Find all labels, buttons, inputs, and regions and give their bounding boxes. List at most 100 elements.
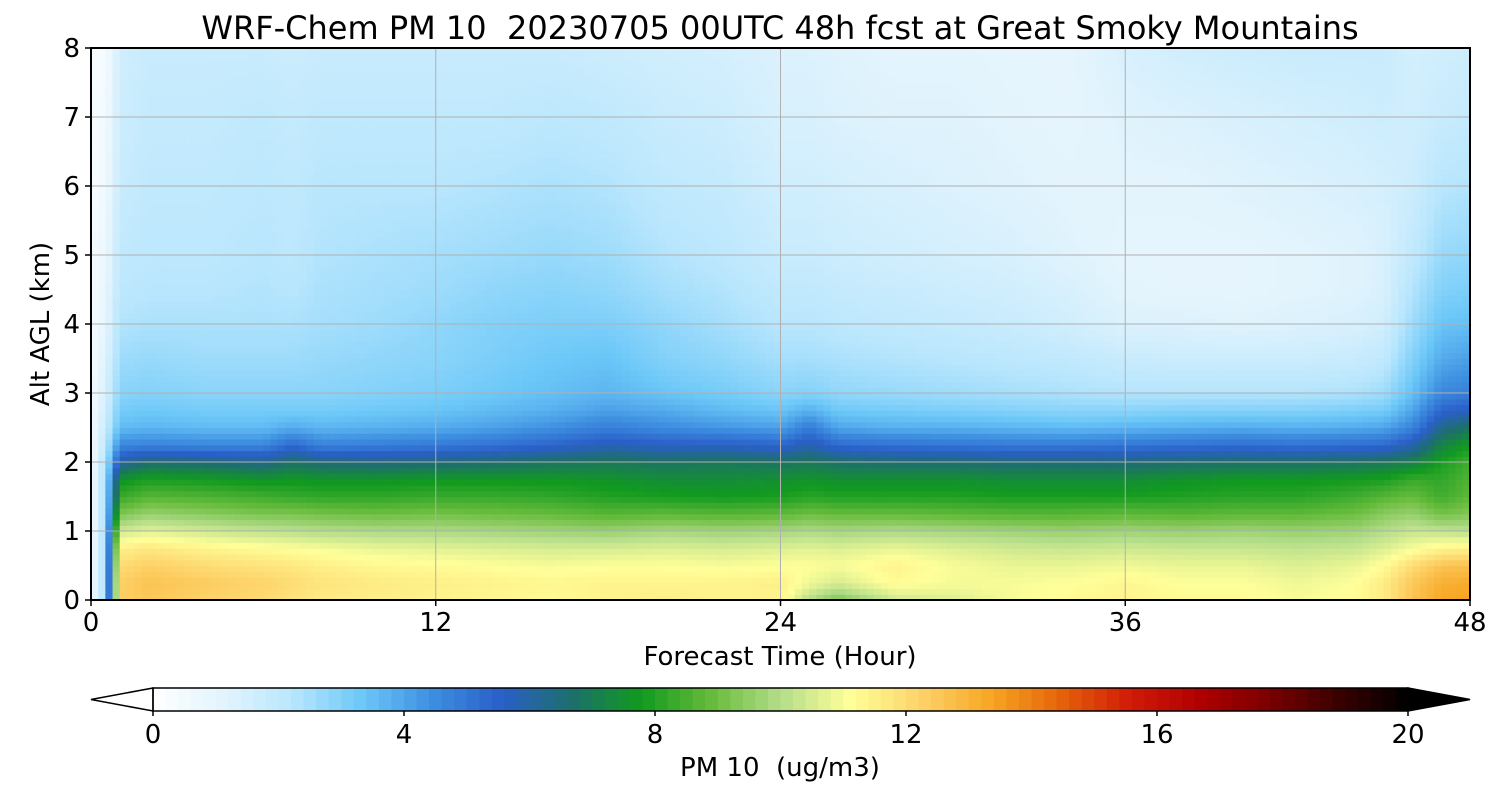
heatmap-cell: [349, 571, 358, 578]
heatmap-cell: [119, 48, 128, 55]
heatmap-cell: [428, 559, 437, 567]
heatmap-cell: [91, 410, 99, 417]
heatmap-cell: [256, 536, 264, 544]
heatmap-cell: [249, 502, 257, 509]
heatmap-cell: [98, 278, 106, 285]
heatmap-cell: [435, 542, 444, 549]
heatmap-cell: [256, 531, 264, 538]
heatmap-cell: [399, 496, 408, 503]
heatmap-cell: [249, 186, 257, 193]
heatmap-cell: [270, 387, 279, 394]
heatmap-cell: [241, 318, 250, 325]
heatmap-cell: [428, 99, 437, 107]
heatmap-cell: [407, 462, 415, 469]
heatmap-cell: [428, 312, 437, 319]
heatmap-cell: [91, 525, 99, 532]
heatmap-cell: [234, 381, 243, 388]
heatmap-cell: [184, 433, 193, 440]
heatmap-cell: [220, 260, 229, 268]
heatmap-cell: [414, 508, 422, 515]
heatmap-cell: [442, 312, 451, 319]
heatmap-cell: [342, 168, 351, 176]
heatmap-cell: [162, 502, 171, 509]
heatmap-cell: [450, 416, 458, 423]
heatmap-cell: [328, 473, 336, 480]
heatmap-cell: [414, 111, 422, 118]
heatmap-cell: [320, 404, 329, 411]
heatmap-cell: [392, 59, 401, 66]
heatmap-cell: [421, 226, 430, 233]
heatmap-cell: [234, 577, 243, 584]
heatmap-cell: [457, 191, 466, 199]
heatmap-cell: [249, 191, 257, 199]
heatmap-cell: [335, 272, 343, 279]
heatmap-cell: [299, 513, 308, 521]
heatmap-cell: [256, 226, 264, 233]
heatmap-cell: [385, 404, 394, 411]
heatmap-cell: [177, 462, 185, 469]
heatmap-cell: [457, 151, 466, 158]
heatmap-cell: [141, 450, 150, 457]
heatmap-cell: [328, 536, 336, 544]
heatmap-cell: [119, 220, 128, 227]
heatmap-cell: [399, 220, 408, 227]
heatmap-cell: [450, 272, 458, 279]
heatmap-cell: [134, 559, 142, 567]
heatmap-cell: [457, 485, 466, 492]
heatmap-cell: [306, 71, 315, 78]
heatmap-cell: [155, 559, 164, 567]
heatmap-cell: [227, 582, 236, 590]
heatmap-cell: [457, 335, 466, 342]
heatmap-cell: [320, 289, 329, 296]
heatmap-cell: [428, 59, 437, 66]
heatmap-cell: [428, 163, 437, 170]
heatmap-cell: [320, 128, 329, 135]
heatmap-cell: [313, 168, 322, 176]
heatmap-cell: [414, 295, 422, 302]
heatmap-cell: [450, 519, 458, 526]
heatmap-cell: [371, 117, 379, 124]
heatmap-cell: [421, 496, 430, 503]
heatmap-cell: [371, 565, 379, 572]
heatmap-cell: [414, 531, 422, 538]
heatmap-cell: [371, 295, 379, 302]
heatmap-cell: [277, 450, 286, 457]
heatmap-cell: [198, 404, 207, 411]
heatmap-cell: [306, 398, 315, 406]
heatmap-cell: [435, 439, 444, 446]
heatmap-cell: [320, 94, 329, 101]
heatmap-cell: [320, 48, 329, 55]
heatmap-cell: [399, 404, 408, 411]
heatmap-cell: [191, 174, 200, 181]
heatmap-cell: [227, 559, 236, 567]
heatmap-cell: [363, 283, 372, 291]
heatmap-cell: [277, 266, 286, 273]
heatmap-cell: [213, 588, 221, 595]
heatmap-cell: [363, 203, 372, 210]
heatmap-cell: [148, 65, 157, 72]
heatmap-cell: [414, 473, 422, 480]
heatmap-cell: [335, 398, 343, 406]
heatmap-cell: [299, 548, 308, 555]
heatmap-cell: [320, 157, 329, 164]
heatmap-cell: [119, 433, 128, 440]
heatmap-cell: [356, 473, 365, 480]
heatmap-cell: [378, 381, 387, 388]
heatmap-cell: [256, 289, 264, 296]
heatmap-cell: [342, 416, 351, 423]
heatmap-cell: [284, 266, 293, 273]
heatmap-cell: [249, 559, 257, 567]
heatmap-cell: [435, 358, 444, 365]
heatmap-cell: [342, 490, 351, 498]
heatmap-cell: [313, 565, 322, 572]
heatmap-cell: [141, 352, 150, 360]
heatmap-cell: [162, 255, 171, 262]
heatmap-cell: [213, 82, 221, 89]
heatmap-cell: [342, 318, 351, 325]
heatmap-cell: [320, 393, 329, 400]
heatmap-cell: [112, 99, 121, 107]
heatmap-cell: [450, 559, 458, 567]
heatmap-cell: [155, 358, 164, 365]
heatmap-cell: [213, 485, 221, 492]
heatmap-cell: [407, 191, 415, 199]
